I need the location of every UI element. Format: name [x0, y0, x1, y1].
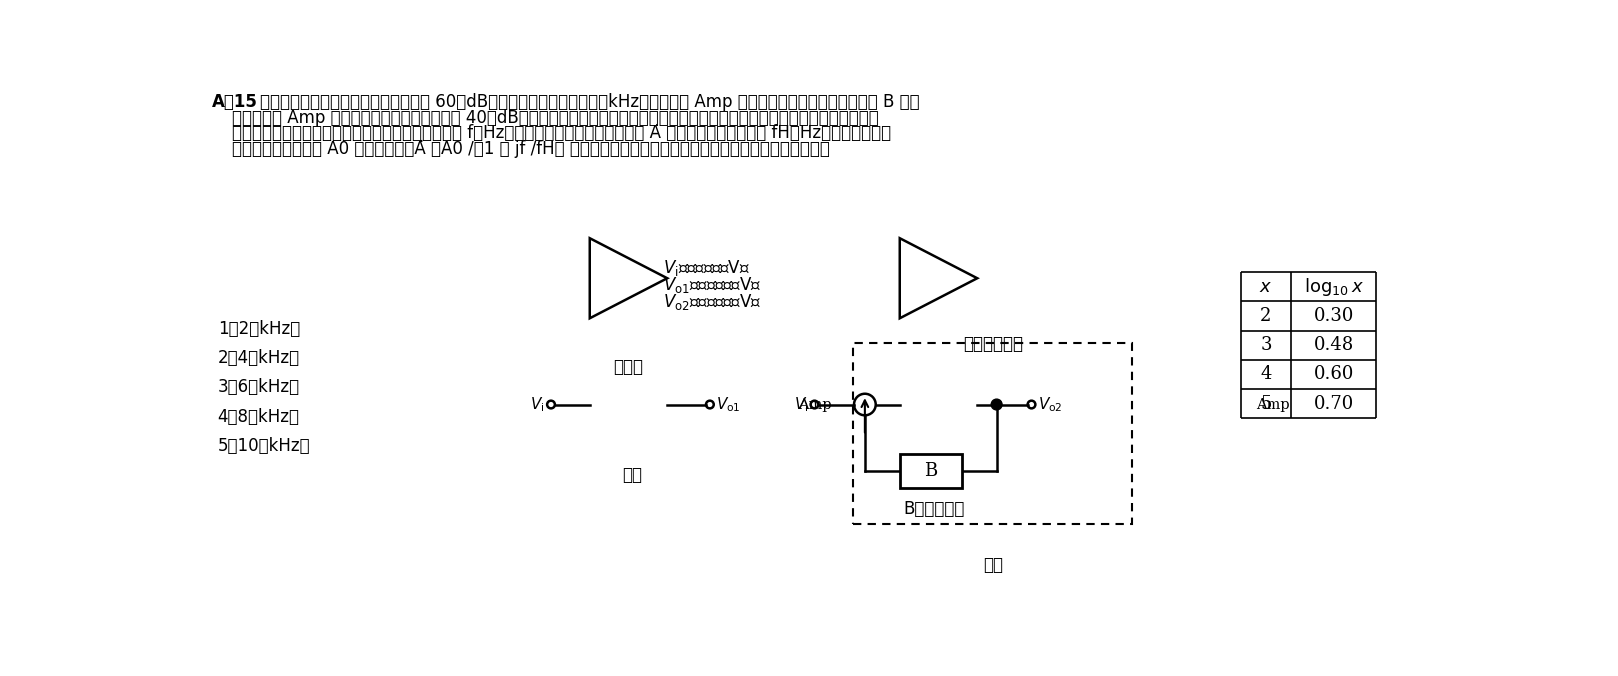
Text: 3: 3 — [1260, 336, 1272, 354]
Text: A－15: A－15 — [212, 93, 257, 112]
Text: B：帰還回路: B：帰還回路 — [903, 500, 964, 518]
Text: 増幅器: 増幅器 — [613, 358, 644, 377]
Text: 図１: 図１ — [623, 466, 642, 484]
Text: $V_\mathrm{o2}$: $V_\mathrm{o2}$ — [1037, 395, 1063, 414]
Text: 0.70: 0.70 — [1314, 395, 1354, 413]
Text: 0.60: 0.60 — [1314, 366, 1354, 383]
Text: 図２: 図２ — [982, 556, 1003, 574]
Text: 5　10〔kHz〕: 5 10〔kHz〕 — [218, 437, 311, 455]
Text: 圧増幅度の大きさを A0 としたとき、Ȧ ＝A0 /（1 ＋ jf /fH） で表されるものとする。また、常用対数は表の値とする。: 圧増幅度の大きさを A0 としたとき、Ȧ ＝A0 /（1 ＋ jf /fH） … — [231, 140, 830, 158]
Text: Amp: Amp — [1256, 397, 1290, 412]
Text: $V_\mathrm{o1}$：出力電圧〔V〕: $V_\mathrm{o1}$：出力電圧〔V〕 — [663, 275, 762, 295]
Text: 近いものを下の番号から選べ。ただし、高域周波数 f［Hz］における増幅器の電圧増幅度 Ȧ は、高域遅断周波数を fH［Hz］、低域での電: 近いものを下の番号から選べ。ただし、高域周波数 f［Hz］における増幅器の電圧増… — [231, 124, 892, 142]
Text: 2: 2 — [1260, 307, 1272, 325]
Text: $x$: $x$ — [1259, 278, 1273, 295]
Text: 0.48: 0.48 — [1314, 336, 1354, 354]
Text: $V_\mathrm{o2}$：出力電圧〔V〕: $V_\mathrm{o2}$：出力電圧〔V〕 — [663, 292, 762, 312]
Text: 4: 4 — [1260, 366, 1272, 383]
Text: 3　6〔kHz〕: 3 6〔kHz〕 — [218, 379, 299, 396]
Text: 4　8〔kHz〕: 4 8〔kHz〕 — [218, 408, 299, 426]
Text: 負帰還増幅器: 負帰還増幅器 — [963, 335, 1023, 354]
Text: け、増幅器 Amp に負帰還をかけて電圧利得が 40［dB］の負帰還増幅器にしたとき、負帰還増幅器の高域遅断周波数の値として、最も: け、増幅器 Amp に負帰還をかけて電圧利得が 40［dB］の負帰還増幅器にした… — [231, 109, 879, 127]
Bar — [900, 454, 961, 487]
Text: $\log_{10}x$: $\log_{10}x$ — [1304, 276, 1364, 297]
Text: 0.30: 0.30 — [1314, 307, 1354, 325]
Text: B: B — [924, 462, 937, 480]
Text: $V_\mathrm{o1}$: $V_\mathrm{o1}$ — [717, 395, 741, 414]
Text: $V_\mathrm{i}$: $V_\mathrm{i}$ — [531, 395, 545, 414]
Text: 1　2〔kHz〕: 1 2〔kHz〕 — [218, 320, 299, 338]
Text: Amp: Amp — [798, 397, 832, 412]
Text: 図１に示すような低域での電圧利得が 60［dB］で高域遅断周波数が１［kHz］の増幅器 Amp に、図２に示すように帰還回路 B を設: 図１に示すような低域での電圧利得が 60［dB］で高域遅断周波数が１［kHz］の… — [260, 93, 921, 112]
Circle shape — [992, 399, 1002, 410]
Text: 5: 5 — [1260, 395, 1272, 413]
Text: $V_\mathrm{i}$: $V_\mathrm{i}$ — [794, 395, 809, 414]
Text: 2　4〔kHz〕: 2 4〔kHz〕 — [218, 349, 299, 367]
Text: $V_\mathrm{i}$：入力電圧〔V〕: $V_\mathrm{i}$：入力電圧〔V〕 — [663, 258, 751, 279]
